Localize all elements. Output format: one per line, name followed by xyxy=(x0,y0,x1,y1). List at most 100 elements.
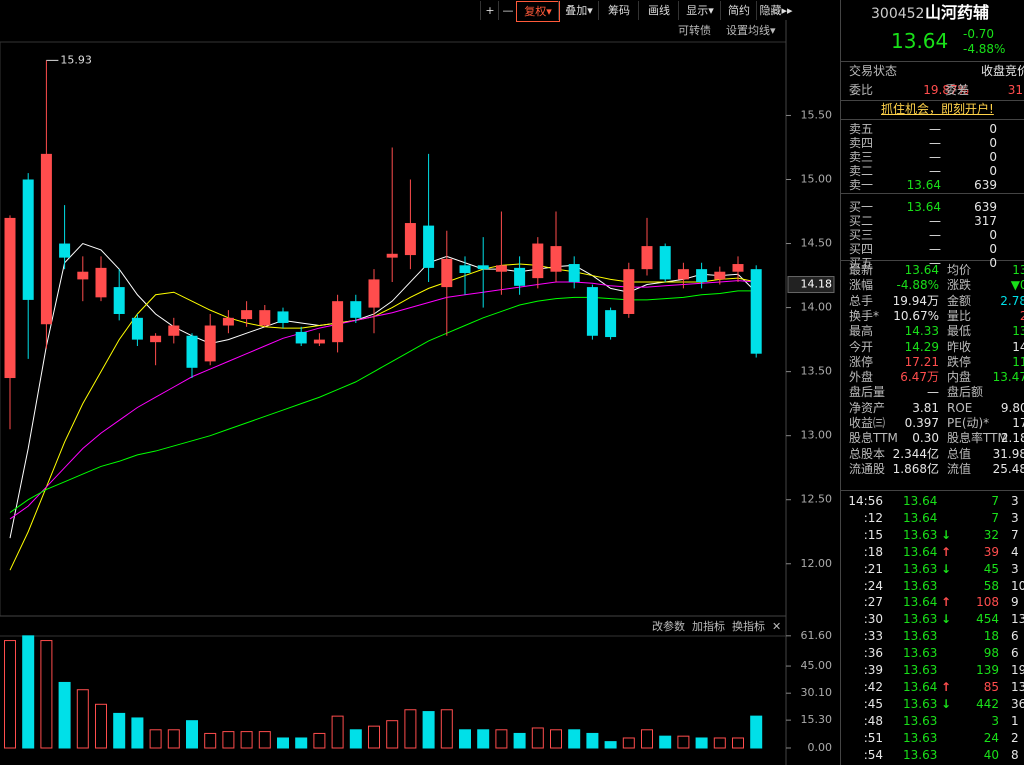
book-volume: 639 xyxy=(974,178,997,192)
y-tick-label: 14.50 xyxy=(801,237,833,250)
stat-label: 流值 xyxy=(947,461,972,476)
book-volume: 0 xyxy=(989,164,997,178)
stat-label: 量比 xyxy=(947,308,972,323)
tick-time: :54 xyxy=(863,747,883,762)
tick-volume: 454 xyxy=(976,612,999,627)
book-price: — xyxy=(929,214,941,228)
chart-frame xyxy=(0,41,787,617)
tick-volume: 98 xyxy=(983,646,999,661)
volume-bar xyxy=(404,709,417,749)
tick-price: 13.63 xyxy=(903,747,938,762)
y-tick-label: 15.50 xyxy=(801,108,833,121)
toolbar-button[interactable]: + xyxy=(480,1,499,20)
stat-label: 金额 xyxy=(947,293,972,308)
stat-value: ▼0.7 xyxy=(1010,278,1024,293)
toolbar-button[interactable]: — xyxy=(498,1,517,20)
stat-value: 31.98亿 xyxy=(992,446,1024,461)
tick-count: 3 xyxy=(1011,510,1019,525)
y-tick-label: 13.50 xyxy=(801,365,833,378)
tick-count: 10 xyxy=(1011,578,1024,593)
toolbar-button[interactable]: 显示▾ xyxy=(678,1,721,20)
toolbar-button[interactable]: 简约 xyxy=(720,1,757,20)
volume-toolbar-button[interactable]: 改参数 xyxy=(652,620,685,633)
y-tick-label: 12.50 xyxy=(801,493,833,506)
tick-count: 7 xyxy=(1011,527,1019,542)
volume-bar xyxy=(95,703,107,749)
stat-value: 13.47万 xyxy=(992,370,1024,385)
tick-volume: 7 xyxy=(991,494,999,508)
high-label: 15.93 xyxy=(60,53,92,66)
tick-count: 3 xyxy=(1011,561,1019,576)
toolbar-button[interactable]: 复权▾ xyxy=(516,1,560,22)
book-volume: 639 xyxy=(974,200,997,214)
book-price: — xyxy=(929,122,941,136)
volume-bar xyxy=(186,720,198,749)
y-tick-label: 61.60 xyxy=(801,629,833,642)
toolbar-button[interactable]: 画线 xyxy=(638,1,679,20)
tick-price: 13.63 xyxy=(903,663,938,677)
volume-bar xyxy=(695,737,708,749)
candle-body xyxy=(677,269,689,280)
tick-dir: ↓ xyxy=(941,527,952,542)
stat-value: 3.81 xyxy=(912,400,939,415)
diff: 31 xyxy=(1007,83,1023,97)
candle-body xyxy=(40,153,52,325)
candle-body xyxy=(696,269,708,282)
stat-label: 总手 xyxy=(849,293,874,308)
stat-value: — xyxy=(991,385,1024,400)
toolbar-button[interactable]: 隐藏▸▸ xyxy=(756,1,795,20)
book-label: 卖四 xyxy=(849,136,874,150)
toolbar-sub[interactable]: 可转债 xyxy=(678,24,711,37)
candle-body xyxy=(150,335,162,343)
stock-price: 13.64 xyxy=(891,29,949,53)
tick-price: 13.63 xyxy=(903,527,938,542)
y-tick-label: 13.00 xyxy=(801,429,833,442)
volume-bar xyxy=(113,712,126,749)
toolbar-sub[interactable]: 设置均线▾ xyxy=(726,24,776,37)
book-price: — xyxy=(929,150,941,164)
separator xyxy=(841,490,1024,491)
stat-label: 均价 xyxy=(947,263,972,277)
candle-body xyxy=(459,265,471,273)
toolbar-button[interactable]: 叠加▾ xyxy=(558,1,599,20)
stat-value: 10.67% xyxy=(893,308,939,323)
volume-toolbar-button[interactable]: ✕ xyxy=(772,620,782,633)
tick-price: 13.64 xyxy=(903,510,938,525)
y-tick-label: 15.00 xyxy=(801,172,833,185)
stat-label: 涨幅 xyxy=(849,278,874,293)
volume-bar xyxy=(4,640,16,749)
stat-value: 13.6 xyxy=(1012,324,1024,339)
separator xyxy=(841,193,1024,194)
candle-body xyxy=(295,331,307,344)
toolbar-button[interactable]: 筹码 xyxy=(598,1,639,20)
stat-label: 外盘 xyxy=(849,370,874,385)
tick-time: :27 xyxy=(863,595,883,610)
stat-value: 13.9 xyxy=(1012,263,1024,277)
stat-value: 14.3 xyxy=(1012,339,1024,354)
book-label: 卖二 xyxy=(849,164,874,178)
stat-value: -4.88% xyxy=(896,278,939,293)
volume-bar xyxy=(586,732,599,749)
tick-time: :12 xyxy=(863,510,883,525)
ratio: 19.87% xyxy=(923,83,969,97)
volume-toolbar-button[interactable]: 换指标 xyxy=(732,620,765,633)
tick-time: :42 xyxy=(863,679,883,694)
candle-body xyxy=(659,246,671,280)
tick-volume: 442 xyxy=(976,696,999,711)
stat-value: 2.78亿 xyxy=(1000,293,1024,308)
volume-toolbar-button[interactable]: 加指标 xyxy=(692,620,725,633)
book-label: 买二 xyxy=(849,214,874,228)
book-label: 卖三 xyxy=(849,150,874,164)
promo[interactable]: 抓住机会，即刻开户! xyxy=(881,102,994,116)
book-price: 13.64 xyxy=(906,178,941,192)
tick-dir: ↑ xyxy=(941,595,952,610)
tick-dir: ↓ xyxy=(941,696,952,711)
tick-price: 13.64 xyxy=(903,544,938,559)
book-label: 卖五 xyxy=(849,122,874,136)
stat-label: PE(动)* xyxy=(947,416,990,430)
volume-bar xyxy=(641,729,653,749)
candle-body xyxy=(550,246,562,272)
candle-body xyxy=(386,253,398,258)
stat-value: 14.29 xyxy=(904,339,939,354)
volume-bar xyxy=(713,737,726,749)
